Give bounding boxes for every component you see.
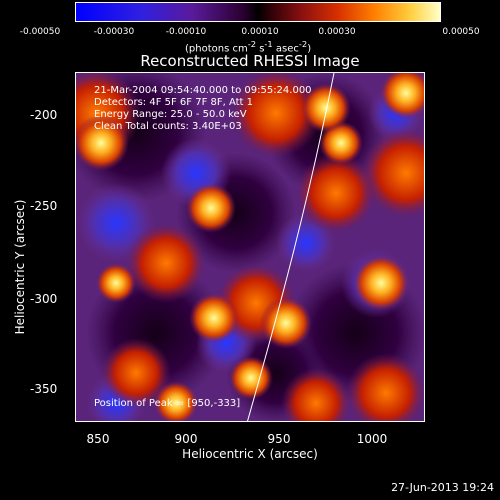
intensity-blob bbox=[361, 128, 424, 218]
y-tick-label: -300 bbox=[30, 292, 58, 306]
x-axis-label: Heliocentric X (arcsec) bbox=[182, 447, 318, 461]
y-axis-label: Heliocentric Y (arcsec) bbox=[13, 199, 27, 335]
colorbar-units-label: (photons cm-2 s-1 asec-2) bbox=[185, 39, 312, 55]
intensity-blob bbox=[186, 183, 236, 233]
colorbar-tick: -0.00050 bbox=[19, 27, 61, 37]
intensity-blob bbox=[229, 356, 273, 400]
x-tick-label: 950 bbox=[267, 432, 291, 446]
intensity-blob bbox=[281, 368, 351, 421]
intensity-blob bbox=[296, 153, 376, 233]
intensity-blob bbox=[154, 381, 198, 421]
intensity-blob bbox=[346, 353, 424, 421]
info-line-energy: Energy Range: 25.0 - 50.0 keV bbox=[94, 109, 247, 120]
intensity-blob bbox=[353, 255, 409, 311]
intensity-blob bbox=[301, 83, 351, 133]
info-line-detectors: Detectors: 4F 5F 6F 7F 8F, Att 1 bbox=[94, 97, 254, 108]
footer-date: 27-Jun-2013 19:24 bbox=[391, 481, 494, 494]
image-plot bbox=[76, 73, 424, 421]
peak-position-label: Position of Peak = [950,-333] bbox=[94, 398, 241, 409]
intensity-blob bbox=[76, 115, 129, 171]
colorbar-tick: 0.00050 bbox=[442, 27, 480, 37]
intensity-blob bbox=[101, 338, 171, 408]
x-tick-label: 1000 bbox=[356, 432, 388, 446]
intensity-blob bbox=[189, 293, 239, 343]
colorbar-tick: 0.00010 bbox=[241, 27, 279, 37]
x-tick-label: 900 bbox=[174, 432, 198, 446]
intensity-blob bbox=[96, 263, 136, 303]
intensity-blob bbox=[260, 297, 312, 349]
colorbar bbox=[75, 2, 441, 22]
colorbar-gradient bbox=[75, 2, 441, 22]
info-line-clean: Clean Total counts: 3.40E+03 bbox=[94, 121, 242, 132]
limb-arc bbox=[247, 73, 335, 421]
y-tick-label: -250 bbox=[30, 199, 58, 213]
x-tick-label: 850 bbox=[86, 432, 110, 446]
y-tick-label: -200 bbox=[30, 108, 58, 122]
image-plot-frame: 21-Mar-2004 09:54:40.000 to 09:55:24.000… bbox=[75, 72, 425, 422]
y-tick-label: -350 bbox=[30, 382, 58, 396]
info-line-time: 21-Mar-2004 09:54:40.000 to 09:55:24.000 bbox=[94, 85, 312, 96]
intensity-blob bbox=[126, 223, 206, 303]
plot-title: Reconstructed RHESSI Image bbox=[140, 52, 360, 70]
intensity-blob bbox=[231, 73, 321, 158]
colorbar-tick: 0.00030 bbox=[318, 27, 356, 37]
colorbar-tick: -0.00010 bbox=[165, 27, 207, 37]
colorbar-tick: -0.00030 bbox=[93, 27, 135, 37]
intensity-blob bbox=[380, 73, 424, 119]
